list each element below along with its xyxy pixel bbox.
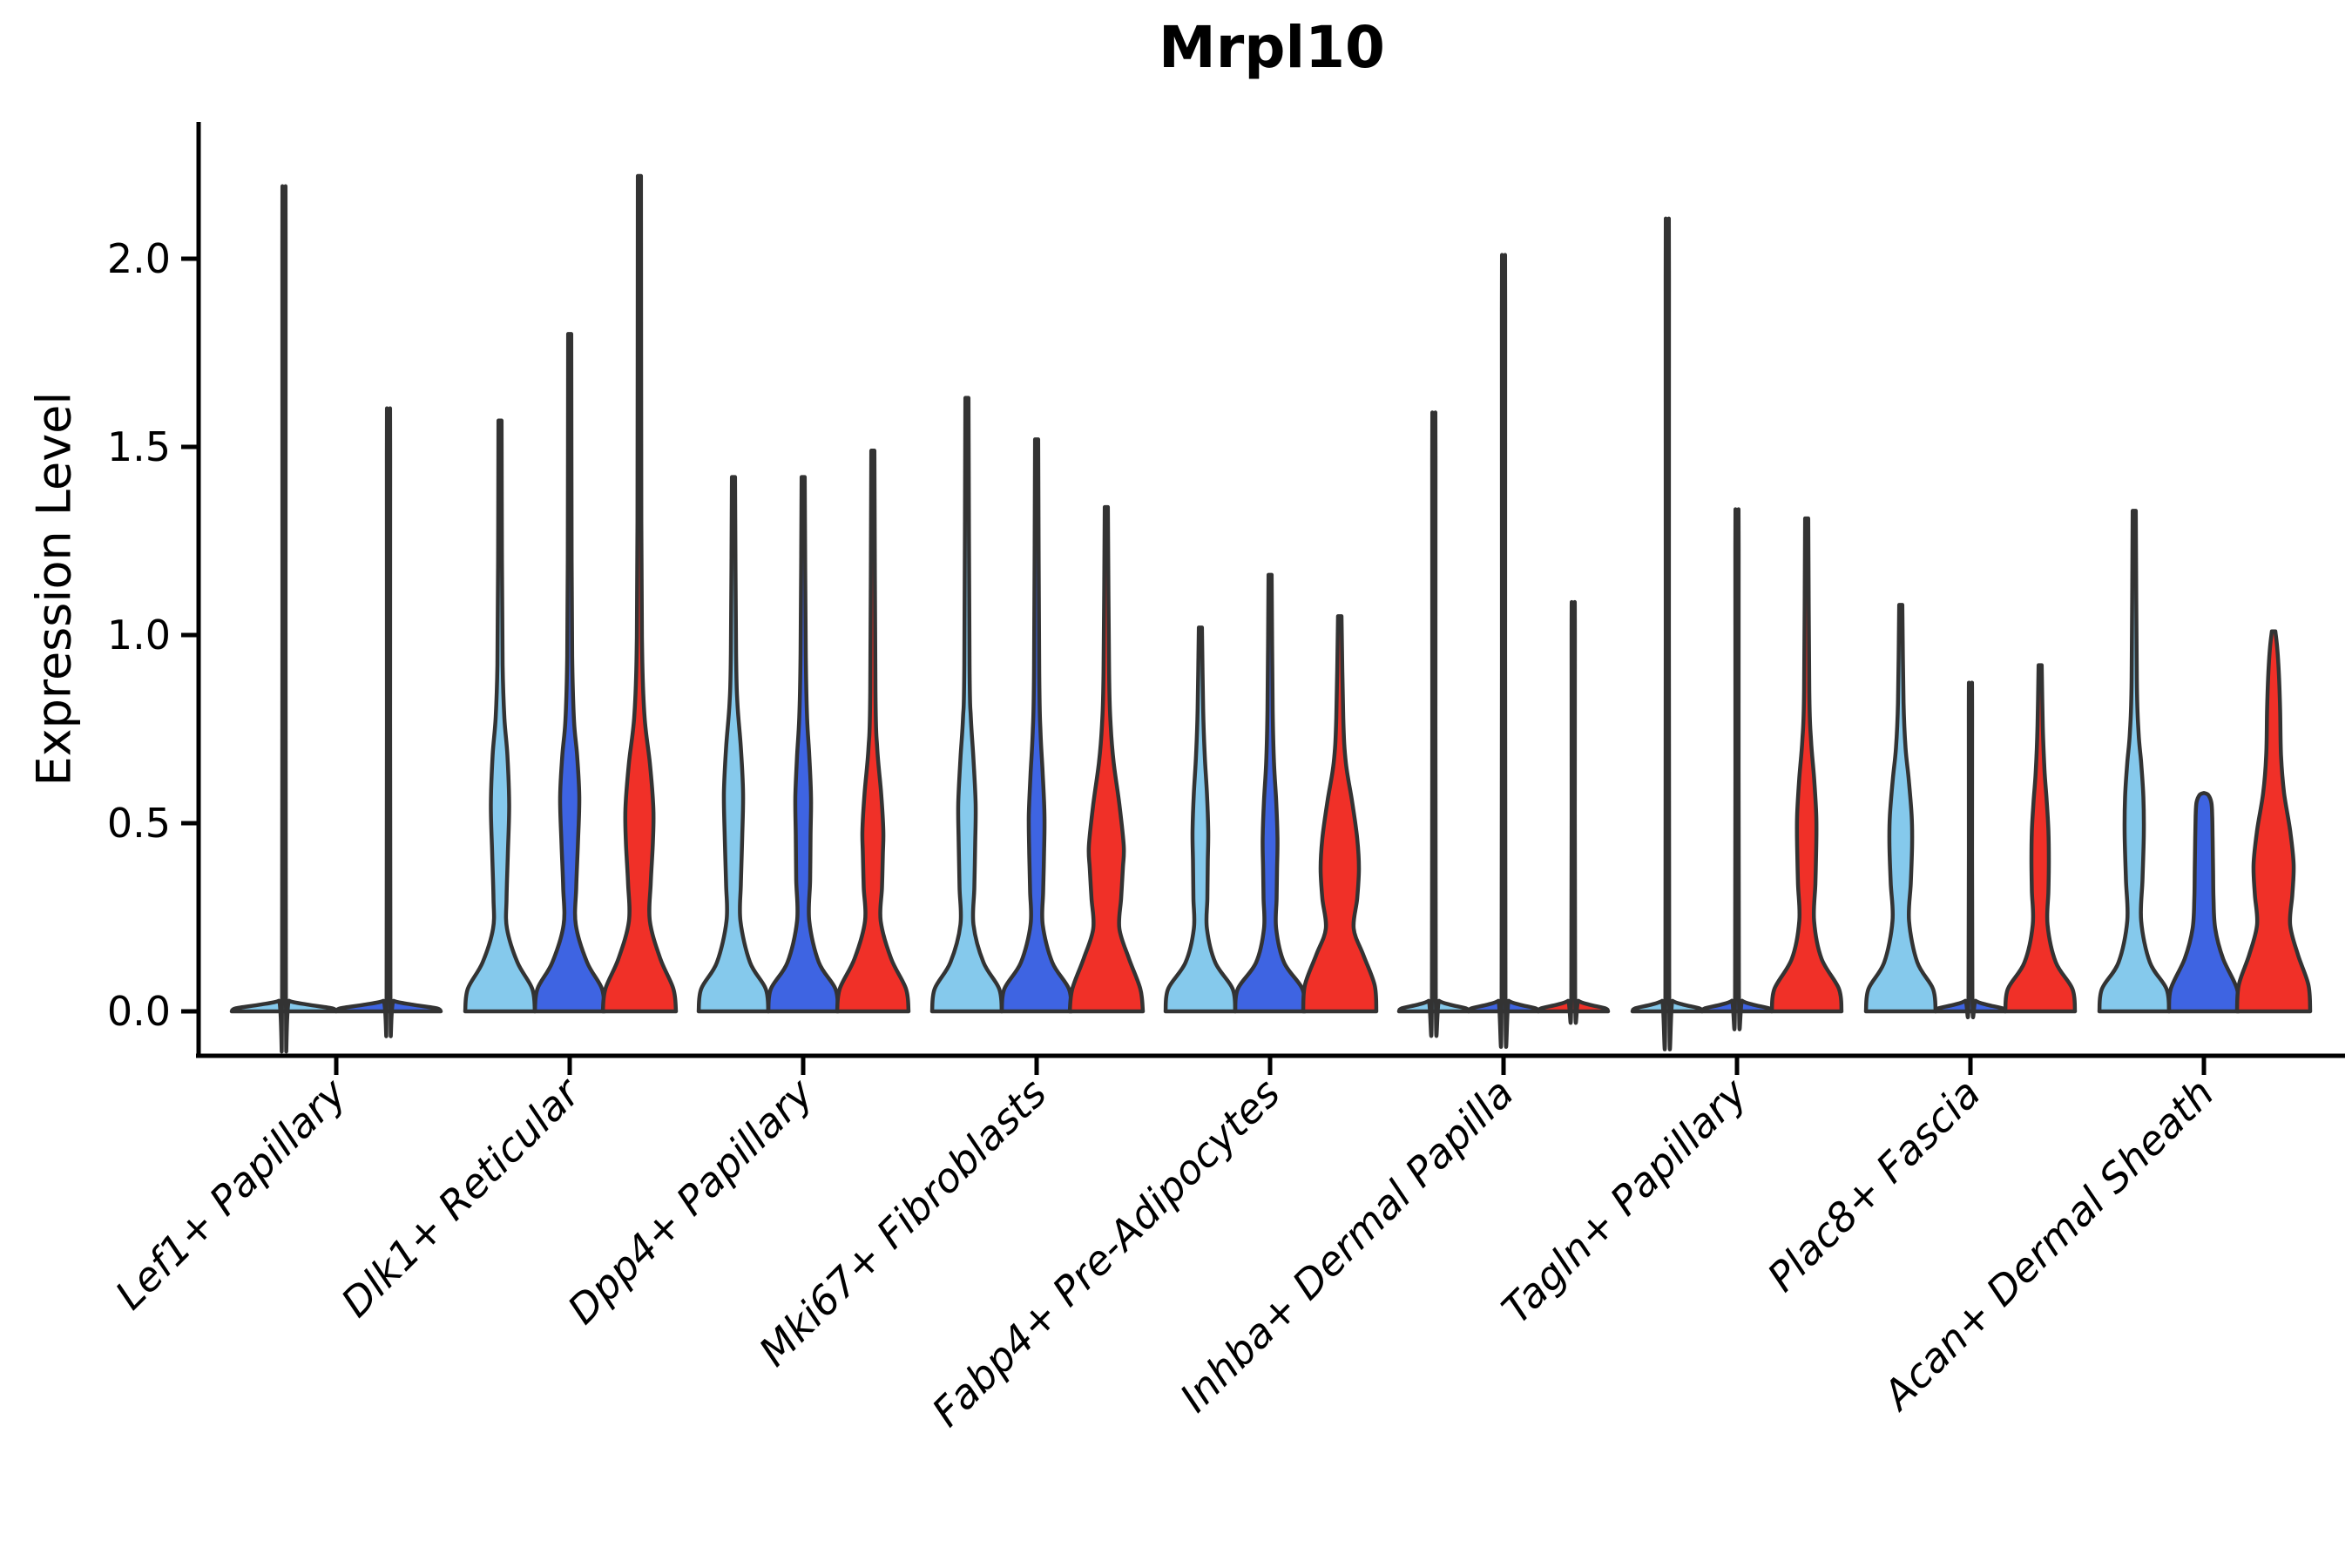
violin-group7-red [1769, 516, 1844, 1014]
violin-group3-light_blue [696, 475, 771, 1014]
violin-group8-dark_blue [1933, 680, 2008, 1020]
x-tick-label-7: Tagln+ Papillary [1492, 1069, 1756, 1333]
y-tick-label-2: 1.0 [107, 612, 171, 659]
violin-group4-dark_blue [999, 437, 1074, 1014]
violin-group5-dark_blue [1233, 572, 1308, 1014]
violin-group8-red [2003, 663, 2078, 1014]
x-tick-label-3: Dpp4+ Papillary [558, 1069, 822, 1333]
violin-group2-light_blue [463, 418, 537, 1014]
violin-group4-light_blue [929, 395, 1004, 1014]
violin-group4-red [1067, 504, 1146, 1014]
violin-group1-light_blue [229, 184, 339, 1054]
violin-group1-dark_blue [334, 406, 443, 1038]
violin-group6-dark_blue [1466, 253, 1541, 1049]
y-tick-label-1: 0.5 [107, 800, 171, 847]
violin-group2-red [600, 173, 679, 1014]
x-tick-label-1: Lef1+ Papillary [106, 1069, 355, 1318]
violin-group5-red [1301, 614, 1379, 1014]
violin-group6-light_blue [1396, 410, 1471, 1038]
violin-group9-red [2234, 629, 2313, 1014]
violin-group3-red [835, 449, 911, 1014]
violin-group9-dark_blue [2166, 791, 2241, 1014]
violin-group7-dark_blue [1700, 507, 1774, 1031]
x-tick-label-8: Plac8+ Fascia [1758, 1070, 1989, 1301]
violin-group9-light_blue [2097, 509, 2172, 1014]
chart-title: Mrpl10 [1159, 14, 1385, 81]
violin-group2-dark_blue [532, 332, 607, 1014]
violin-group5-light_blue [1163, 625, 1238, 1014]
violin-group8-light_blue [1863, 603, 1938, 1014]
y-tick-label-3: 1.5 [107, 423, 171, 470]
y-tick-label-4: 2.0 [107, 235, 171, 282]
violin-group6-red [1536, 599, 1611, 1025]
x-tick-label-2: Dlk1+ Reticular [332, 1067, 591, 1326]
violin-group3-dark_blue [766, 475, 841, 1014]
y-tick-label-0: 0.0 [107, 988, 171, 1035]
violin-group7-light_blue [1630, 216, 1705, 1051]
